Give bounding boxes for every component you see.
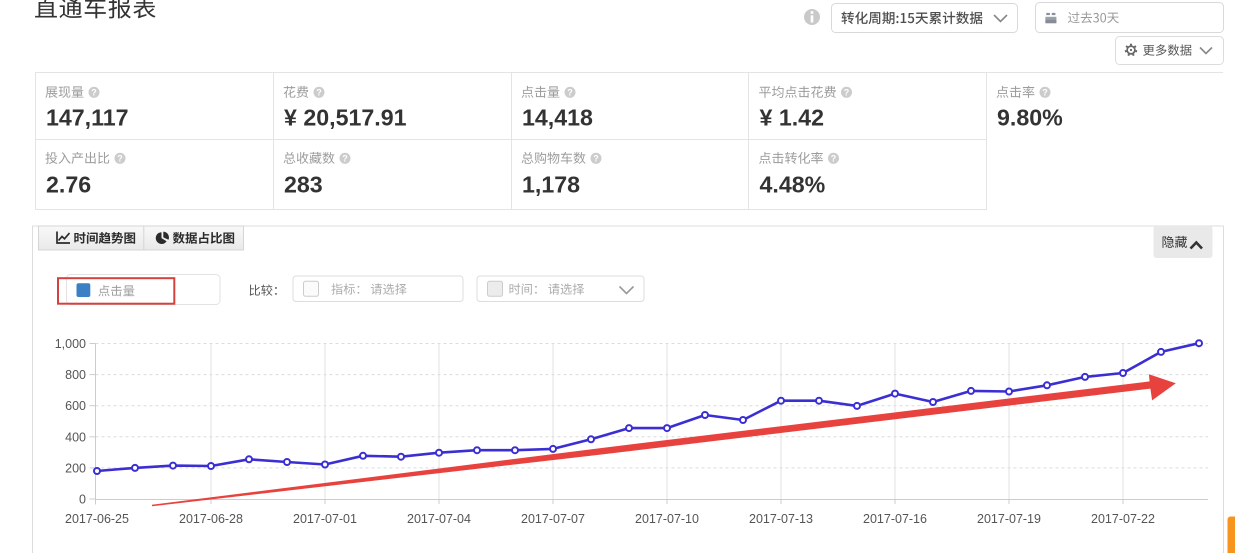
svg-text:4.48%: 4.48% (760, 172, 826, 198)
svg-text:14,418: 14,418 (522, 105, 593, 131)
svg-text:?: ? (567, 88, 573, 98)
svg-text:?: ? (844, 88, 850, 98)
svg-text:600: 600 (65, 399, 86, 413)
svg-text:2017-07-07: 2017-07-07 (521, 512, 585, 526)
svg-text:2017-06-28: 2017-06-28 (179, 512, 243, 526)
svg-text:?: ? (316, 88, 322, 98)
svg-text:?: ? (831, 154, 837, 164)
svg-text:?: ? (1042, 88, 1048, 98)
svg-text:9.80%: 9.80% (997, 105, 1063, 131)
svg-text:2017-07-10: 2017-07-10 (635, 512, 699, 526)
svg-text:?: ? (117, 154, 123, 164)
svg-text:2017-07-19: 2017-07-19 (977, 512, 1041, 526)
svg-text:2017-07-04: 2017-07-04 (407, 512, 471, 526)
svg-text:¥ 1.42: ¥ 1.42 (760, 105, 824, 131)
svg-text:800: 800 (65, 368, 86, 382)
svg-text:¥ 20,517.91: ¥ 20,517.91 (284, 105, 407, 131)
svg-text:?: ? (593, 154, 599, 164)
svg-text:1,178: 1,178 (522, 172, 580, 198)
svg-text:200: 200 (65, 461, 86, 475)
svg-text:283: 283 (284, 172, 323, 198)
svg-text:?: ? (91, 88, 97, 98)
svg-text:0: 0 (79, 493, 86, 507)
svg-text:2017-07-01: 2017-07-01 (293, 512, 357, 526)
svg-text:147,117: 147,117 (46, 105, 129, 131)
svg-text:1,000: 1,000 (55, 337, 86, 351)
svg-text:400: 400 (65, 430, 86, 444)
svg-text:2017-07-13: 2017-07-13 (749, 512, 813, 526)
svg-text:2017-07-16: 2017-07-16 (863, 512, 927, 526)
svg-text:?: ? (342, 154, 348, 164)
svg-text:2017-07-22: 2017-07-22 (1091, 512, 1155, 526)
svg-text:2017-06-25: 2017-06-25 (65, 512, 129, 526)
svg-text:2.76: 2.76 (46, 172, 91, 198)
